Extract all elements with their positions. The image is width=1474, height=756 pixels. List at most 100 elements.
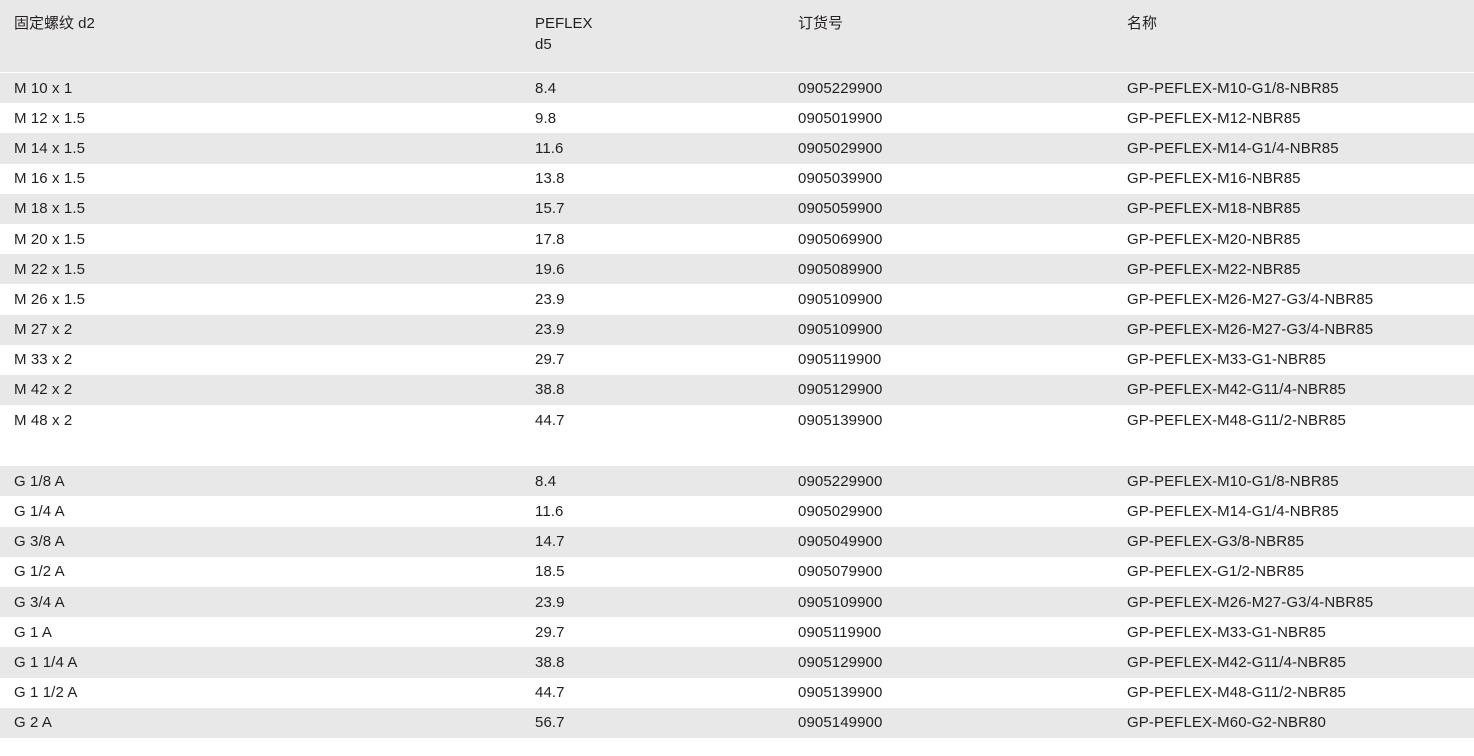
cell-d5: 44.7: [535, 411, 565, 429]
table-row: M 10 x 1 8.4 0905229900 GP-PEFLEX-M10-G1/8-…: [0, 73, 1474, 104]
cell-name: GP-PEFLEX-M60-G2-NBR80: [1127, 714, 1326, 732]
cell-d5: 29.7: [535, 623, 565, 641]
cell-thread: M 14 x 1.5: [14, 139, 86, 157]
cell-order_no: 0905069900: [798, 230, 883, 248]
cell-name: GP-PEFLEX-M22-NBR85: [1127, 260, 1301, 278]
cell-name: GP-PEFLEX-M48-G11/2-NBR85: [1127, 684, 1346, 702]
cell-d5: 8.4: [535, 472, 557, 490]
table-row: M 12 x 1.5 9.8 0905019900 GP-PEFLEX-M12-NBR…: [0, 103, 1474, 134]
header-separator: [0, 72, 1474, 73]
cell-d5: 19.6: [535, 260, 565, 278]
cell-thread: M 33 x 2: [14, 351, 73, 369]
table-row: M 20 x 1.5 17.8 0905069900 GP-PEFLEX-M20-NB…: [0, 223, 1474, 255]
cell-thread: G 1/4 A: [14, 503, 65, 521]
cell-thread: M 48 x 2: [14, 411, 73, 429]
cell-d5: 11.6: [535, 139, 564, 157]
table-row: G 1 1/4 A 38.8 0905129900 GP-PEFLEX-M42-G11…: [0, 647, 1474, 678]
cell-thread: G 1/2 A: [14, 563, 65, 581]
table-row: G 1 A 29.7 0905119900 GP-PEFLEX-M33-G1-NBR8…: [0, 617, 1474, 648]
table-header-row: 固定螺纹 d2 PEFLEX d5 订货号 名称: [0, 0, 1474, 72]
cell-d5: 29.7: [535, 351, 565, 369]
cell-order_no: 0905029900: [798, 503, 883, 521]
cell-thread: G 1 A: [14, 623, 53, 641]
cell-order_no: 0905029900: [798, 139, 883, 157]
column-header-peflex: PEFLEX: [535, 15, 593, 32]
table-row: G 1/4 A 11.6 0905029900 GP-PEFLEX-M14-G1/4-…: [0, 496, 1474, 527]
table-row: M 48 x 2 44.7 0905139900 GP-PEFLEX-M48-G11/…: [0, 405, 1474, 436]
cell-order_no: 0905119900: [798, 351, 882, 369]
cell-thread: M 22 x 1.5: [14, 260, 86, 278]
cell-thread: M 18 x 1.5: [14, 200, 86, 218]
cell-thread: M 20 x 1.5: [14, 230, 86, 248]
cell-order_no: 0905059900: [798, 200, 883, 218]
column-header-thread: 固定螺纹 d2: [14, 15, 95, 32]
cell-name: GP-PEFLEX-M20-NBR85: [1127, 230, 1301, 248]
cell-order_no: 0905019900: [798, 109, 883, 127]
cell-name: GP-PEFLEX-M33-G1-NBR85: [1127, 623, 1326, 641]
table-row: M 33 x 2 29.7 0905119900 GP-PEFLEX-M33-G1-N…: [0, 344, 1474, 375]
cell-name: GP-PEFLEX-G3/8-NBR85: [1127, 533, 1305, 551]
cell-d5: 23.9: [535, 321, 565, 339]
cell-order_no: 0905119900: [798, 623, 882, 641]
cell-thread: M 42 x 2: [14, 381, 73, 399]
cell-name: GP-PEFLEX-G1/2-NBR85: [1127, 563, 1305, 581]
table-row: M 22 x 1.5 19.6 0905089900 GP-PEFLEX-M22-NB…: [0, 254, 1474, 285]
table-row: G 3/4 A 23.9 0905109900 GP-PEFLEX-M26-M27-G…: [0, 587, 1474, 618]
cell-d5: 44.7: [535, 684, 565, 702]
cell-order_no: 0905079900: [798, 563, 883, 581]
table-row: M 18 x 1.5 15.7 0905059900 GP-PEFLEX-M18-NB…: [0, 193, 1474, 224]
cell-d5: 23.9: [535, 290, 565, 308]
table-row: G 2 A 56.7 0905149900 GP-PEFLEX-M60-G2-NBR8…: [0, 707, 1474, 738]
cell-thread: G 1 1/2 A: [14, 684, 78, 702]
cell-d5: 11.6: [535, 503, 564, 521]
table-row: M 16 x 1.5 13.8 0905039900 GP-PEFLEX-M16-NB…: [0, 163, 1474, 194]
cell-d5: 13.8: [535, 170, 565, 188]
cell-name: GP-PEFLEX-M42-G11/4-NBR85: [1127, 381, 1346, 399]
cell-d5: 15.7: [535, 200, 565, 218]
cell-d5: 17.8: [535, 230, 565, 248]
group-gap: [0, 435, 1474, 467]
table-row: G 1/8 A 8.4 0905229900 GP-PEFLEX-M10-G1/8-N…: [0, 466, 1474, 497]
cell-thread: M 12 x 1.5: [14, 109, 86, 127]
cell-order_no: 0905049900: [798, 533, 883, 551]
cell-order_no: 0905139900: [798, 411, 883, 429]
cell-order_no: 0905129900: [798, 381, 883, 399]
cell-d5: 56.7: [535, 714, 565, 732]
cell-name: GP-PEFLEX-M18-NBR85: [1127, 200, 1301, 218]
table-row: M 14 x 1.5 11.6 0905029900 GP-PEFLEX-M14-G1…: [0, 133, 1474, 164]
cell-thread: G 2 A: [14, 714, 53, 732]
cell-order_no: 0905129900: [798, 653, 883, 671]
cell-order_no: 0905229900: [798, 79, 883, 97]
cell-d5: 18.5: [535, 563, 565, 581]
cell-thread: M 10 x 1: [14, 79, 73, 97]
cell-name: GP-PEFLEX-M14-G1/4-NBR85: [1127, 139, 1339, 157]
table-row: G 3/8 A 14.7 0905049900 GP-PEFLEX-G3/8-NBR8…: [0, 526, 1474, 557]
cell-thread: M 26 x 1.5: [14, 290, 86, 308]
cell-d5: 8.4: [535, 79, 557, 97]
cell-thread: G 3/4 A: [14, 593, 65, 611]
cell-name: GP-PEFLEX-M26-M27-G3/4-NBR85: [1127, 321, 1374, 339]
cell-order_no: 0905139900: [798, 684, 883, 702]
cell-d5: 14.7: [535, 533, 565, 551]
cell-name: GP-PEFLEX-M26-M27-G3/4-NBR85: [1127, 593, 1374, 611]
cell-name: GP-PEFLEX-M14-G1/4-NBR85: [1127, 503, 1339, 521]
table-row: G 1/2 A 18.5 0905079900 GP-PEFLEX-G1/2-NBR8…: [0, 556, 1474, 587]
table-row: G 1 1/2 A 44.7 0905139900 GP-PEFLEX-M48-G11…: [0, 677, 1474, 708]
table-row: M 42 x 2 38.8 0905129900 GP-PEFLEX-M42-G11/…: [0, 374, 1474, 406]
cell-name: GP-PEFLEX-M48-G11/2-NBR85: [1127, 411, 1346, 429]
cell-order_no: 0905229900: [798, 472, 883, 490]
cell-thread: G 3/8 A: [14, 533, 65, 551]
cell-d5: 38.8: [535, 381, 565, 399]
column-header-name: 名称: [1127, 15, 1158, 32]
cell-thread: M 16 x 1.5: [14, 170, 86, 188]
table-row: M 26 x 1.5 23.9 0905109900 GP-PEFLEX-M26-M2…: [0, 284, 1474, 315]
cell-thread: G 1 1/4 A: [14, 653, 78, 671]
cell-name: GP-PEFLEX-M42-G11/4-NBR85: [1127, 653, 1346, 671]
cell-name: GP-PEFLEX-M33-G1-NBR85: [1127, 351, 1326, 369]
cell-order_no: 0905109900: [798, 593, 883, 611]
cell-order_no: 0905109900: [798, 290, 883, 308]
cell-order_no: 0905149900: [798, 714, 883, 732]
cell-thread: G 1/8 A: [14, 472, 65, 490]
column-header-order-no: 订货号: [798, 15, 844, 32]
